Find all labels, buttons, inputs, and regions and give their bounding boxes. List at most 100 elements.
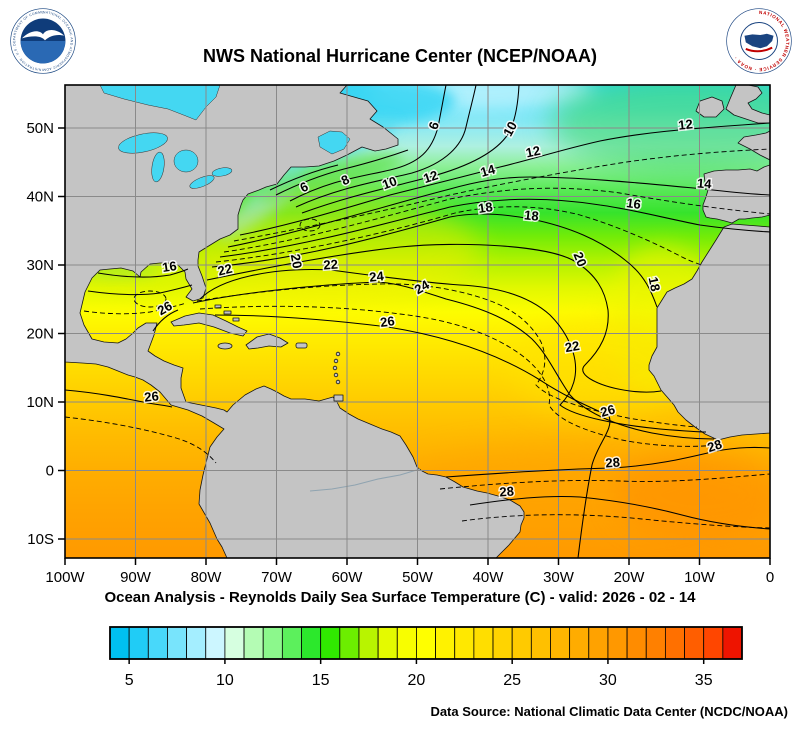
contour-10 [301,85,520,214]
y-axis-label: 0 [46,463,54,480]
inland-water [99,85,421,492]
contour-18 [211,213,658,308]
colorbar-cell [550,626,571,660]
contour-16-gom [97,268,189,278]
noaa-seal-icon: NATIONAL OCEANIC AND ATMOSPHERIC ADMINIS… [9,5,76,74]
colorbar-cell [205,626,226,660]
x-axis-label: 60W [332,569,364,586]
contour-12 [239,122,770,236]
colorbar-cell [109,626,130,660]
colorbar-tick-label: 25 [503,672,521,689]
contour-label: 12 [421,167,439,186]
land-trinidad [333,394,344,402]
contour-label: 14 [697,176,713,192]
contour-label: 18 [477,199,493,216]
colorbar-cell [626,626,647,660]
land-britain [725,85,770,124]
contour-25-pacific [65,416,217,464]
map-caption: Ocean Analysis - Reynolds Daily Sea Surf… [104,589,696,606]
hudson-james-bay [99,85,221,121]
map-axes: 100W 90W 80W 70W 60W 50W 40W 30W 20W 10W 0 50N 40N 30… [26,120,774,586]
contour-22 [199,269,707,433]
colorbar-cell [416,626,436,660]
contour-label: 20 [288,253,305,270]
x-axis-label: 30W [543,569,575,586]
land-lesser-antilles [333,358,339,364]
colorbar-tick-label: 35 [695,672,713,689]
colorbar-cell [147,626,168,660]
contour-label: 22 [323,257,338,273]
sargasso-warm [180,195,480,305]
x-axis-label: 70W [261,569,293,586]
colorbar-tick-label: 15 [312,672,330,689]
colorbar-cell [684,626,705,660]
contour-16 [219,198,770,258]
colorbar-cell [607,626,628,660]
lake-superior [118,132,168,154]
x-axis-label: 100W [45,569,85,586]
data-source: Data Source: National Climatic Data Cent… [430,704,788,719]
x-axis-label: 50W [402,569,434,586]
contour-label: 16 [161,258,177,275]
graticule [65,85,770,558]
noaa-gull-icon [21,30,65,41]
nws-logo: NATIONAL WEATHER SERVICE · NOAA · [726,8,792,74]
land-jamaica [217,342,233,350]
contour-28 [445,446,770,478]
contour-label: 28 [605,455,620,471]
contour-label: 18 [646,275,664,292]
contour-label: 28 [705,436,723,455]
colorbar-cell [301,626,322,660]
contour-8 [295,85,477,208]
y-axis-label: 30N [26,257,54,274]
colorbar-cell [281,626,302,660]
contour-14 [227,176,770,248]
amazon-river [309,468,421,492]
colorbar-cell [435,626,456,660]
colorbar-cell [703,626,724,660]
contour-label: 10 [380,173,399,192]
lake-ontario [211,167,233,177]
y-axis-label: 20N [26,326,54,343]
lake-michigan [151,151,165,183]
contour-2 [269,164,339,191]
contour-22-gom [83,302,187,315]
colorbar-tick-label: 10 [216,672,234,689]
contour-label: 16 [625,195,641,212]
colorbar-cell [262,626,283,660]
land-france-brittany [737,130,770,161]
contour-label: 26 [379,313,395,330]
east-atlantic-cool-tongue [510,319,686,415]
land-bahamas [232,317,240,322]
contour-26-pacific [65,389,173,408]
contour-17 [215,206,702,266]
land-africa [648,223,770,441]
colorbar-cell [511,626,532,660]
colorbar-cell [664,626,685,660]
contour-label: 22 [564,338,581,355]
colorbar-frame [109,626,743,660]
contour-27-south [461,514,770,529]
colorbar-cell [492,626,513,660]
x-axis-label: 80W [191,569,223,586]
x-axis-label: 20W [614,569,646,586]
colorbar-tick-label: 5 [125,672,134,689]
x-axis-label: 10W [684,569,716,586]
lake-huron [173,149,199,173]
colorbar-cell [454,626,475,660]
land-lesser-antilles [335,379,341,385]
contour-label: 14 [479,161,498,180]
contour-6 [289,85,447,202]
colorbar-cell [358,626,379,660]
land-lesser-antilles [335,351,341,357]
colorbar-cell [645,626,666,660]
colorbar-cell [128,626,149,660]
land-hispaniola [245,333,289,350]
x-axis-label: 0 [766,569,774,586]
page-title: NWS National Hurricane Center (NCEP/NOAA… [202,46,598,66]
contour-label: 18 [523,207,539,223]
contour-label: 12 [678,116,694,132]
contour-28-south [469,495,770,530]
